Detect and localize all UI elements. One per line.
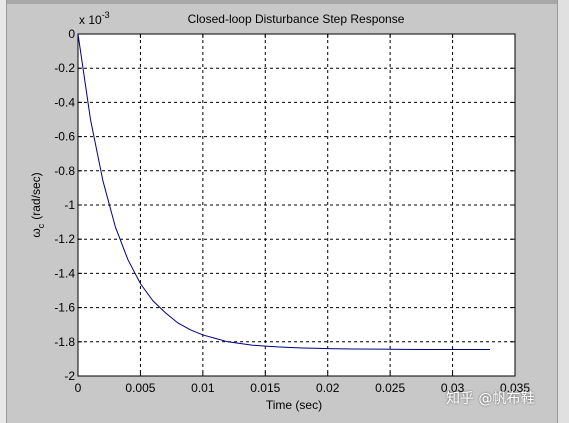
grid (78, 34, 515, 376)
y-tick-label: -0.8 (54, 164, 75, 178)
x-tick-label: 0.01 (191, 381, 215, 395)
y-multiplier-base: x 10 (79, 13, 102, 27)
x-axis-label: Time (sec) (266, 398, 322, 412)
y-axis-label: ωc (rad/sec) (29, 172, 46, 237)
y-axis-symbol: ω (29, 228, 43, 237)
window-top-edge (0, 0, 569, 4)
x-tick-label: 0.005 (125, 381, 155, 395)
x-tick-label: 0.02 (316, 381, 340, 395)
y-tick-label: 0 (68, 27, 75, 41)
y-tick-label: -2 (64, 369, 75, 383)
y-tick-label: -1 (64, 198, 75, 212)
y-tick-label: -1.2 (54, 232, 75, 246)
x-tick-label: 0.03 (441, 381, 465, 395)
chart-title: Closed-loop Disturbance Step Response (188, 12, 405, 26)
ticks (77, 33, 516, 377)
y-tick-label: -0.4 (54, 95, 75, 109)
y-tick-label: -0.2 (54, 61, 75, 75)
series (77, 33, 491, 350)
y-tick-label: -1.4 (54, 266, 75, 280)
x-tick-label: 0.015 (250, 381, 280, 395)
y-tick-labels: 0 -0.2 -0.4 -0.6 -0.8 -1 -1.2 -1.4 -1.6 -1.8 -2 (54, 27, 75, 383)
x-tick-labels: 0 0.005 0.01 0.015 0.02 0.025 0.03 0.035 (75, 381, 531, 395)
window-left-edge (0, 0, 7, 423)
y-tick-label: -1.8 (54, 335, 75, 349)
series-line (77, 33, 491, 350)
x-tick-label: 0.025 (375, 381, 405, 395)
y-tick-label: -0.6 (54, 130, 75, 144)
window-right-edge (557, 0, 569, 423)
y-axis-subscript: c (36, 223, 46, 228)
y-tick-label: -1.6 (54, 301, 75, 315)
y-axis-units: (rad/sec) (29, 172, 43, 219)
watermark: 知乎 @帆布鞋 (446, 391, 535, 407)
y-multiplier: x 10-3 (79, 10, 110, 27)
y-multiplier-exponent: -3 (102, 10, 110, 20)
x-tick-label: 0 (75, 381, 82, 395)
x-tick-label: 0.035 (500, 381, 530, 395)
